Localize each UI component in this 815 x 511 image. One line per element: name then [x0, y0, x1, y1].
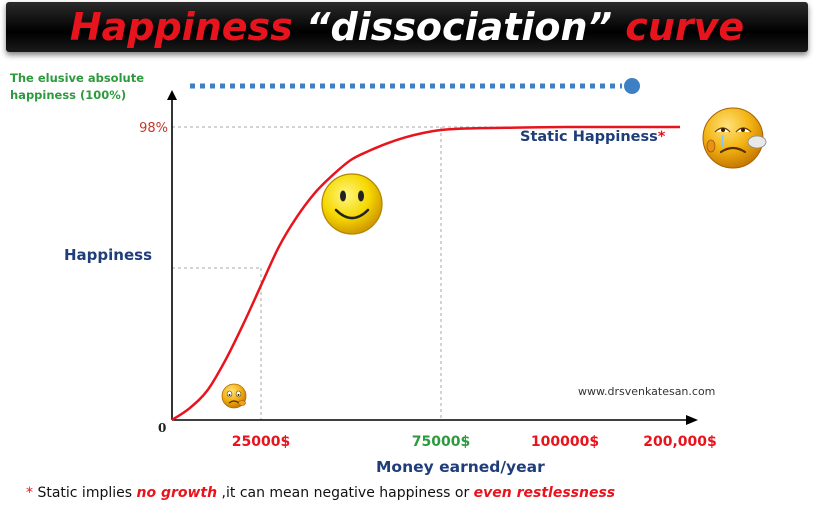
title-word-curve: curve: [625, 5, 745, 49]
happiness-curve: [171, 125, 680, 422]
axes: [167, 90, 698, 425]
static-happiness-asterisk: *: [657, 129, 666, 145]
static-happiness-text: Static Happiness: [520, 129, 658, 145]
footnote-text-1: Static implies: [33, 485, 137, 501]
title-word-happiness: Happiness: [69, 5, 293, 49]
y-axis-label: Happiness: [64, 246, 153, 264]
absolute-happiness-label: The elusive absolute happiness (100%): [10, 71, 145, 102]
title-banner: Happiness “dissociation” curve: [6, 2, 808, 52]
y-tick-label-98: 98%: [139, 121, 168, 136]
static-happiness-label: Static Happiness*: [520, 129, 665, 145]
y-axis-arrow: [167, 90, 177, 100]
footnote-star: *: [26, 485, 33, 501]
sad-face-icon: [221, 383, 247, 409]
x-axis-label: Money earned/year: [376, 458, 545, 476]
y-tick-label-0: 0: [158, 421, 166, 435]
footnote-no-growth: no growth: [136, 485, 218, 501]
x-tick-label: 25000$: [232, 434, 290, 450]
x-axis-arrow: [686, 415, 698, 425]
crying-face-icon: [702, 107, 767, 169]
x-tick-label: 200,000$: [643, 434, 717, 450]
x-tick-label: 75000$: [412, 434, 470, 450]
website-label: www.drsvenkatesan.com: [578, 385, 716, 398]
smiley-face-icon: [321, 173, 383, 235]
page-title: Happiness “dissociation” curve: [70, 8, 744, 46]
absolute-happiness-marker: [624, 78, 640, 94]
footnote-text-2: ,it can mean negative happiness or: [217, 485, 474, 501]
tick-labels: 25000$ 75000$ 100000$ 200,000$ 0 98%: [139, 121, 717, 450]
footnote: * Static implies no growth ,it can mean …: [26, 485, 615, 501]
title-word-dissociation: “dissociation”: [306, 5, 613, 49]
footnote-restlessness: even restlessness: [473, 485, 616, 501]
x-tick-label: 100000$: [531, 434, 599, 450]
